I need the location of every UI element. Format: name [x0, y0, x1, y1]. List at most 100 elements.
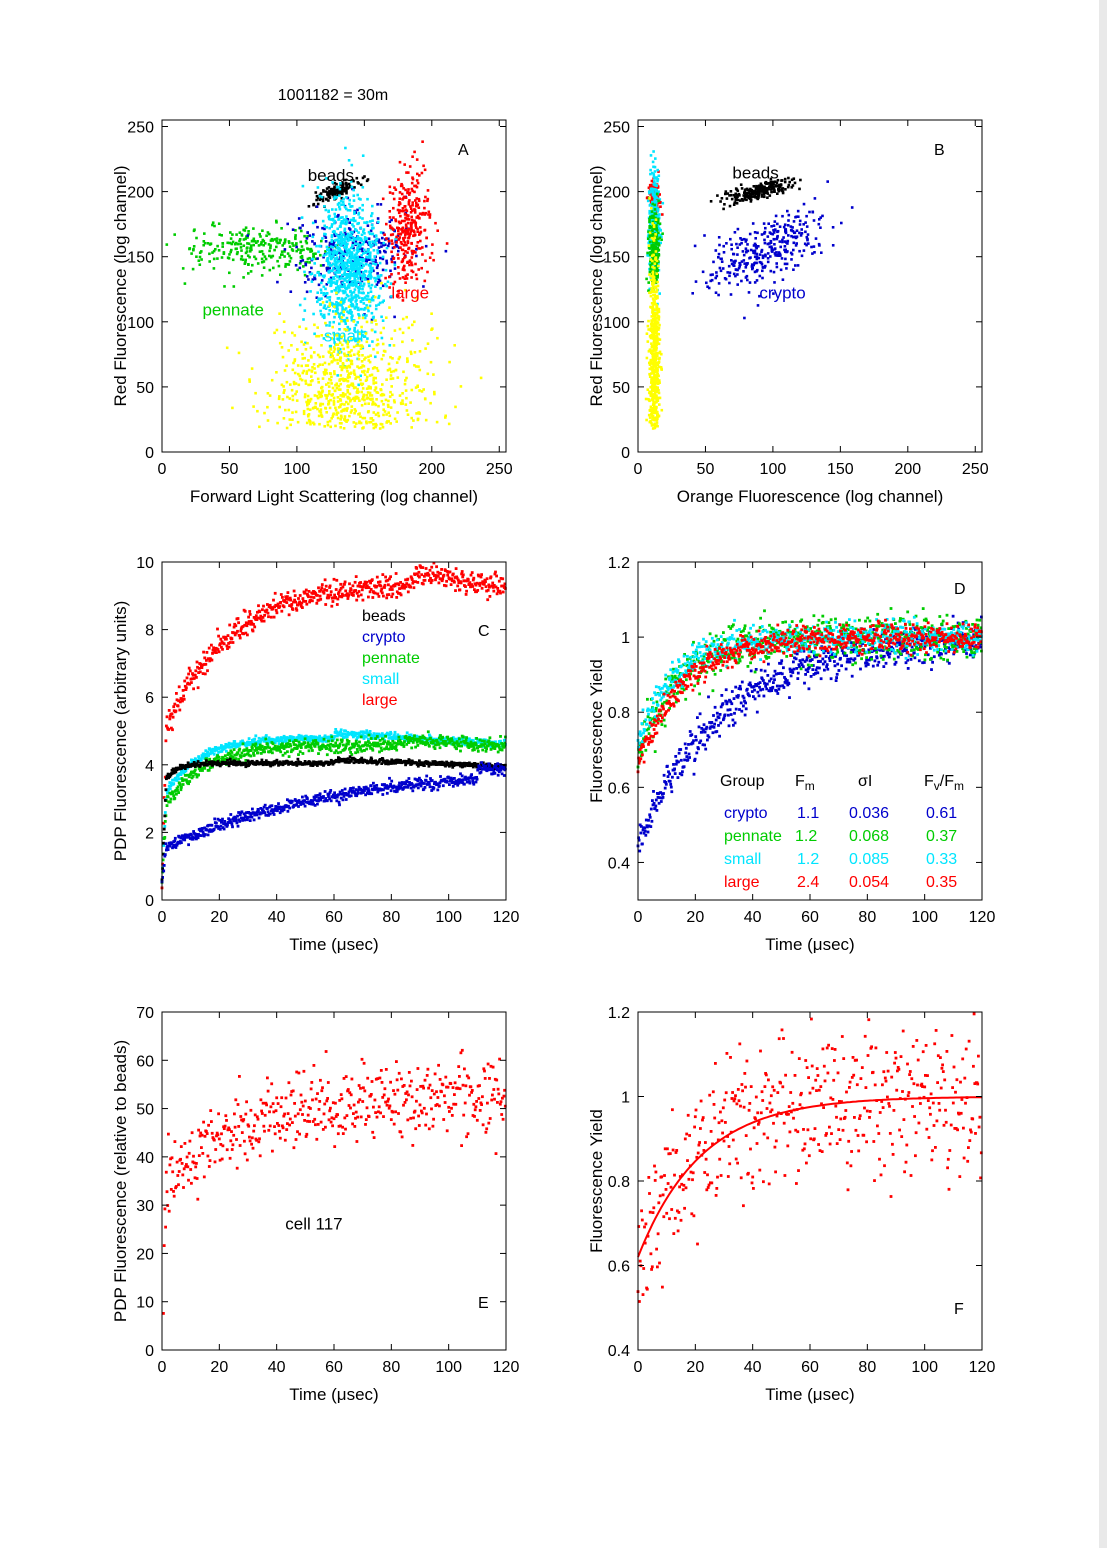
point	[378, 246, 381, 249]
point	[166, 715, 169, 718]
point	[418, 206, 421, 209]
point	[757, 194, 760, 197]
point	[406, 210, 409, 213]
point	[653, 180, 656, 183]
point	[329, 296, 332, 299]
point	[355, 575, 358, 578]
point	[768, 242, 771, 245]
point	[268, 243, 271, 246]
point	[328, 278, 331, 281]
point	[650, 372, 653, 375]
point	[300, 260, 303, 263]
point	[339, 188, 342, 191]
point	[281, 250, 284, 253]
point	[395, 420, 398, 423]
point	[413, 231, 416, 234]
point	[325, 585, 328, 588]
point	[412, 271, 415, 274]
point	[286, 595, 289, 598]
point	[325, 397, 328, 400]
point	[791, 186, 794, 189]
point	[754, 237, 757, 240]
point	[357, 243, 360, 246]
point	[243, 244, 246, 247]
point	[357, 384, 360, 387]
point	[764, 255, 767, 258]
point	[307, 395, 310, 398]
point	[361, 217, 364, 220]
point	[364, 335, 367, 338]
point	[348, 582, 351, 585]
point	[653, 294, 656, 297]
point	[661, 232, 664, 235]
point	[359, 207, 362, 210]
point	[279, 239, 282, 242]
point	[401, 399, 404, 402]
point	[415, 412, 418, 415]
point	[278, 398, 281, 401]
point	[366, 378, 369, 381]
point	[649, 204, 652, 207]
point	[247, 263, 250, 266]
point	[313, 363, 316, 366]
point	[351, 186, 354, 189]
point	[376, 267, 379, 270]
point	[339, 366, 342, 369]
point	[419, 350, 422, 353]
point	[325, 407, 328, 410]
point	[199, 256, 202, 259]
point	[310, 380, 313, 383]
point	[813, 251, 816, 254]
point	[645, 398, 648, 401]
point	[745, 199, 748, 202]
point	[353, 258, 356, 261]
point	[657, 364, 660, 367]
point	[393, 186, 396, 189]
point	[349, 228, 352, 231]
point	[647, 340, 650, 343]
point	[329, 426, 332, 429]
point	[381, 393, 384, 396]
point	[741, 260, 744, 263]
point	[357, 277, 360, 280]
point	[354, 255, 357, 258]
point	[345, 215, 348, 218]
point	[362, 383, 365, 386]
point	[273, 332, 276, 335]
point	[756, 269, 759, 272]
point	[407, 248, 410, 251]
point	[358, 590, 361, 593]
point	[807, 233, 810, 236]
point	[276, 422, 279, 425]
point	[247, 616, 250, 619]
point	[175, 710, 178, 713]
point	[219, 638, 222, 641]
point	[367, 292, 370, 295]
point	[309, 408, 312, 411]
point	[358, 268, 361, 271]
point	[395, 572, 398, 575]
point	[349, 239, 352, 242]
point	[359, 198, 362, 201]
point	[801, 255, 804, 258]
point	[356, 391, 359, 394]
point	[350, 247, 353, 250]
point	[652, 272, 655, 275]
point	[294, 393, 297, 396]
point	[284, 238, 287, 241]
point	[750, 200, 753, 203]
point	[657, 265, 660, 268]
point	[770, 225, 773, 228]
point	[392, 192, 395, 195]
point	[741, 238, 744, 241]
series-A-unlabeled	[226, 280, 483, 430]
point	[261, 608, 264, 611]
point	[290, 344, 293, 347]
point	[403, 205, 406, 208]
point	[738, 267, 741, 270]
point	[228, 624, 231, 627]
point	[389, 191, 392, 194]
point	[333, 373, 336, 376]
point	[350, 372, 353, 375]
point	[803, 203, 806, 206]
